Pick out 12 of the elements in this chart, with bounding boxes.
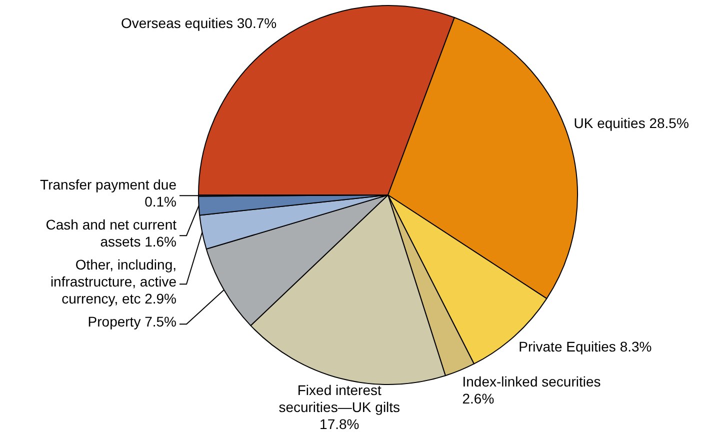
data-label: 17.8% [320,416,360,432]
slice-label: UK equities 28.5% [574,114,689,131]
slice-label: Cash and net current assets 1.6% [46,216,177,250]
slice-label: Fixed interest securities—UK gilts [278,382,400,416]
data-label: 0.1% [144,193,176,210]
slice-label: Other, including, infrastructure, active currency, etc 2.9% [50,256,177,306]
slice-label: Overseas equities 30.7% [120,15,277,32]
slice-label: Property 7.5% [88,313,176,330]
slice-label: Transfer payment due [40,176,177,192]
slice-label: Index-linked securities [462,374,601,390]
data-label: 2.6% [462,390,494,407]
slice-label: Private Equities 8.3% [518,338,652,354]
